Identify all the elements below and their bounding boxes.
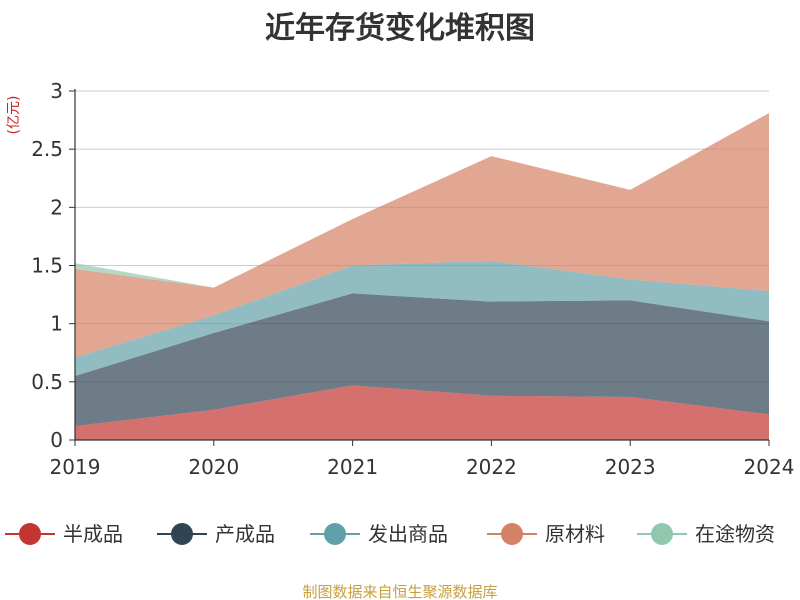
area-series-2 [75, 260, 769, 377]
y-axis-unit: (亿元) [6, 96, 22, 135]
legend-item-0[interactable]: 半成品 [5, 522, 123, 546]
area-series-1 [75, 293, 769, 427]
axes: 0 0.5 1 1.5 2 2.5 3 2019 2020 2021 2022 2023 2024 [31, 79, 794, 479]
y-tick-label: 1 [50, 312, 63, 336]
y-tick-label: 2.5 [31, 137, 63, 161]
y-tick-label: 2 [50, 195, 63, 219]
legend-item-2[interactable]: 发出商品 [310, 522, 448, 546]
legend-item-3[interactable]: 原材料 [487, 522, 605, 546]
x-tick-label: 2020 [188, 455, 239, 479]
area-series-3 [75, 113, 769, 358]
legend-label: 半成品 [63, 522, 123, 546]
plot-areas [75, 113, 769, 440]
x-tick-label: 2021 [327, 455, 378, 479]
y-tick-label: 0 [50, 428, 63, 452]
area-series-0 [75, 385, 769, 440]
x-tick-label: 2019 [50, 455, 101, 479]
legend-label: 发出商品 [368, 522, 448, 546]
x-tick-label: 2022 [466, 455, 517, 479]
legend-marker [171, 523, 193, 545]
legend-marker [651, 523, 673, 545]
y-tick-label: 1.5 [31, 254, 63, 278]
x-tick-label: 2024 [744, 455, 795, 479]
legend-label: 原材料 [545, 522, 605, 546]
legend-item-1[interactable]: 产成品 [157, 522, 275, 546]
source-footer: 制图数据来自恒生聚源数据库 [302, 583, 497, 600]
y-tick-label: 3 [50, 79, 63, 103]
legend-marker [501, 523, 523, 545]
legend-label: 在途物资 [695, 522, 775, 546]
legend-marker [19, 523, 41, 545]
legend: 半成品 产成品 发出商品 原材料 在途物资 [5, 522, 775, 546]
legend-label: 产成品 [215, 522, 275, 546]
x-tick-label: 2023 [605, 455, 656, 479]
legend-item-4[interactable]: 在途物资 [637, 522, 775, 546]
legend-marker [324, 523, 346, 545]
chart-title: 近年存货变化堆积图 [265, 11, 535, 46]
y-tick-label: 0.5 [31, 370, 63, 394]
